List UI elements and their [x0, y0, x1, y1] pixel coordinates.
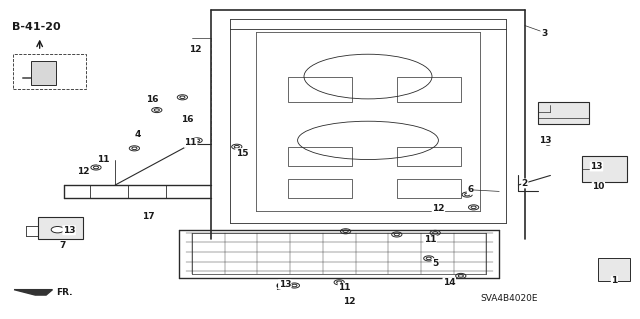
Circle shape	[424, 256, 434, 261]
Circle shape	[456, 273, 466, 278]
Circle shape	[93, 166, 99, 169]
Circle shape	[152, 108, 162, 113]
Bar	[397, 147, 461, 166]
Circle shape	[340, 229, 351, 234]
Text: 4: 4	[134, 130, 141, 139]
Text: 11: 11	[97, 155, 110, 164]
Text: 11: 11	[338, 283, 351, 292]
Circle shape	[180, 96, 185, 99]
Circle shape	[154, 109, 159, 111]
Text: 16: 16	[146, 95, 159, 104]
Circle shape	[430, 230, 440, 235]
Circle shape	[292, 284, 297, 287]
Text: 2: 2	[522, 179, 528, 188]
Circle shape	[129, 146, 140, 151]
Text: 3: 3	[541, 29, 547, 38]
Text: FR.: FR.	[56, 288, 73, 297]
Text: 5: 5	[432, 259, 438, 268]
Circle shape	[132, 147, 137, 150]
Text: 9: 9	[275, 283, 282, 292]
Bar	[288, 179, 352, 198]
Polygon shape	[14, 290, 52, 295]
Circle shape	[458, 275, 463, 277]
Text: SVA4B4020E: SVA4B4020E	[480, 294, 538, 303]
Text: 7: 7	[60, 241, 66, 250]
Circle shape	[433, 232, 438, 234]
Text: B-41-20: B-41-20	[12, 22, 60, 32]
Circle shape	[289, 283, 300, 288]
Bar	[31, 61, 56, 85]
Bar	[582, 156, 627, 182]
Bar	[288, 77, 352, 102]
Text: 13: 13	[539, 136, 552, 145]
Circle shape	[195, 139, 200, 142]
Circle shape	[232, 144, 242, 149]
Circle shape	[91, 165, 101, 170]
Circle shape	[465, 193, 470, 196]
Text: 12: 12	[189, 45, 202, 54]
Text: 11: 11	[424, 235, 436, 244]
Circle shape	[51, 226, 64, 233]
Text: 13: 13	[63, 226, 76, 235]
Bar	[598, 258, 630, 281]
Text: 16: 16	[181, 115, 194, 124]
Text: 17: 17	[142, 212, 155, 221]
Circle shape	[177, 95, 188, 100]
Bar	[38, 217, 83, 239]
Circle shape	[343, 230, 348, 233]
Text: 14: 14	[443, 278, 456, 287]
Circle shape	[392, 232, 402, 237]
Circle shape	[394, 233, 399, 236]
Text: 10: 10	[592, 182, 605, 191]
Text: 15: 15	[236, 149, 248, 158]
Text: 12: 12	[432, 204, 445, 213]
Bar	[13, 54, 86, 89]
Circle shape	[426, 257, 431, 260]
Text: 11: 11	[184, 138, 197, 147]
Circle shape	[192, 138, 202, 143]
Text: 12: 12	[342, 297, 355, 306]
Circle shape	[462, 192, 472, 197]
Text: 13: 13	[278, 280, 291, 289]
Circle shape	[337, 281, 342, 284]
Circle shape	[334, 280, 344, 285]
Circle shape	[471, 206, 476, 209]
Circle shape	[234, 145, 239, 148]
Bar	[288, 147, 352, 166]
Bar	[538, 102, 589, 124]
Text: 6: 6	[467, 185, 474, 194]
Bar	[397, 77, 461, 102]
Text: 12: 12	[77, 167, 90, 176]
Circle shape	[468, 205, 479, 210]
Text: 8: 8	[544, 139, 550, 148]
Text: 13: 13	[590, 162, 603, 171]
Text: 1: 1	[611, 276, 618, 285]
Bar	[397, 179, 461, 198]
